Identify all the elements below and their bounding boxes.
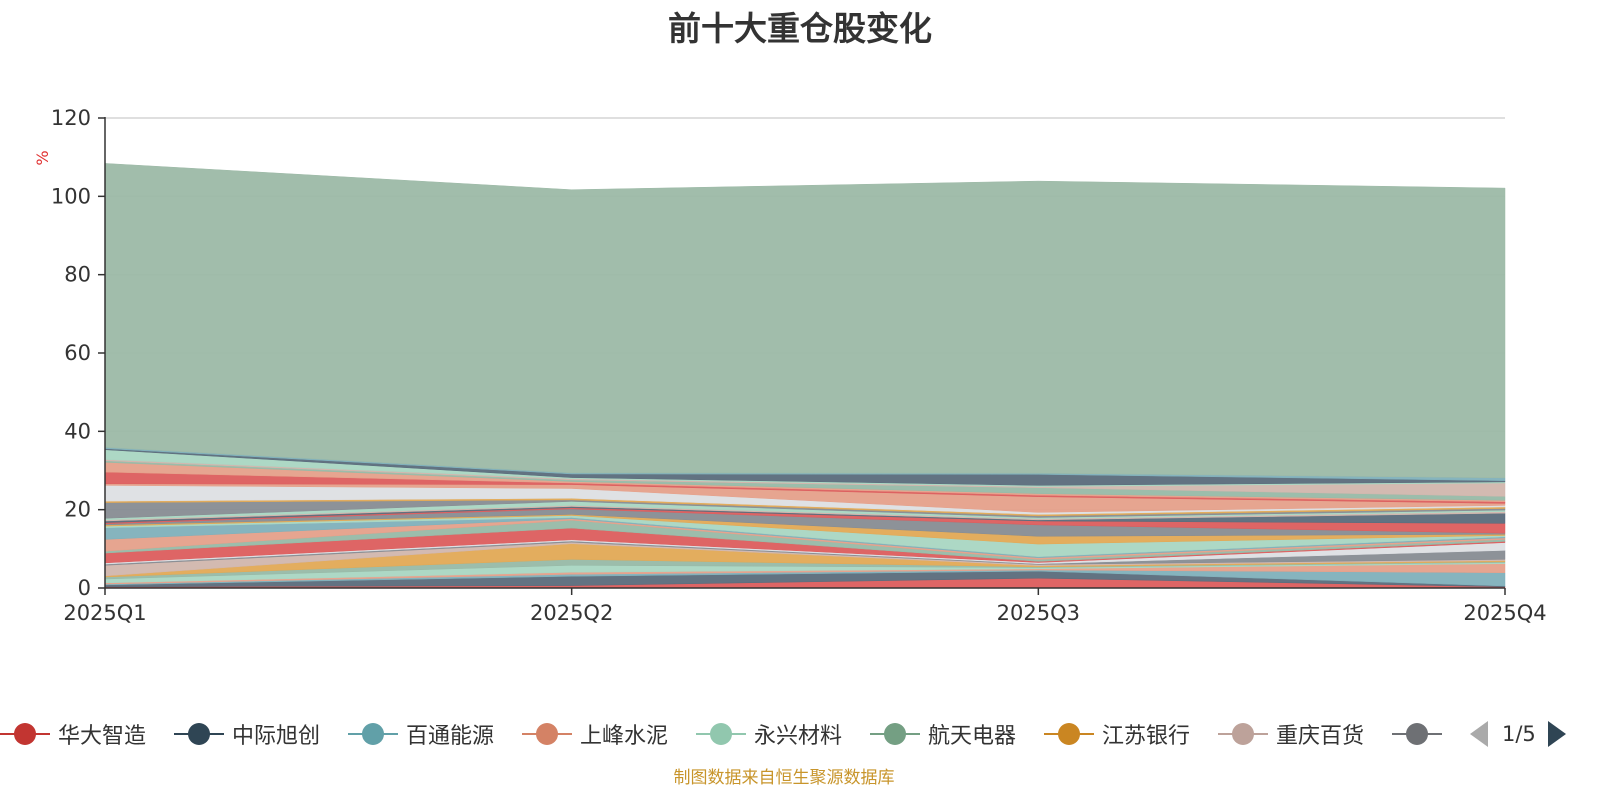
triangle-right-icon (1548, 721, 1566, 747)
legend-item-label: 永兴材料 (754, 724, 843, 749)
line-circle-icon (1044, 723, 1094, 745)
triangle-left-icon (1470, 721, 1488, 747)
legend-item-2[interactable]: 中际旭创 (174, 714, 320, 754)
line-circle-icon (348, 723, 398, 745)
legend: 华大智造 中际旭创 百通能源 上峰水泥 永兴材料 航天电器 江苏银行 重庆百货 1/5 (0, 714, 1600, 754)
x-tick-label: 2025Q2 (530, 601, 613, 625)
area-series-33[interactable] (104, 163, 1506, 479)
y-tick-label: 20 (64, 498, 91, 522)
legend-next-page-button[interactable] (1546, 714, 1568, 754)
legend-item-8[interactable]: 重庆百货 (1218, 714, 1364, 754)
y-tick-label: 80 (64, 263, 91, 287)
legend-item-label: 航天电器 (928, 724, 1017, 749)
line-circle-icon (174, 723, 224, 745)
legend-item-label: 中际旭创 (232, 724, 321, 749)
legend-item-9[interactable] (1392, 714, 1450, 754)
y-tick-label: 40 (64, 419, 91, 443)
legend-item-5[interactable]: 永兴材料 (696, 714, 842, 754)
y-tick-label: 0 (78, 576, 91, 600)
legend-item-4[interactable]: 上峰水泥 (522, 714, 668, 754)
legend-item-label: 上峰水泥 (580, 724, 669, 749)
data-source-note: 制图数据来自恒生聚源数据库 (673, 768, 895, 788)
legend-item-6[interactable]: 航天电器 (870, 714, 1016, 754)
axes: 0 20 40 60 80 100 120 2025Q1 2025Q2 2025Q3 2025Q4 (51, 106, 1547, 625)
legend-item-label: 百通能源 (406, 724, 495, 749)
line-circle-icon (0, 723, 50, 745)
legend-page-indicator: 1/5 (1502, 722, 1536, 746)
legend-item-label: 华大智造 (58, 724, 147, 749)
y-tick-label: 60 (64, 341, 91, 365)
y-tick-label: 100 (51, 184, 91, 208)
y-axis-label: % (33, 150, 52, 165)
legend-item-3[interactable]: 百通能源 (348, 714, 494, 754)
line-circle-icon (1392, 723, 1442, 745)
chart-title: 前十大重仓股变化 (668, 9, 932, 48)
legend-item-label: 重庆百货 (1276, 724, 1365, 749)
legend-item-7[interactable]: 江苏银行 (1044, 714, 1190, 754)
line-circle-icon (696, 723, 746, 745)
legend-prev-page-button[interactable] (1468, 714, 1490, 754)
line-circle-icon (870, 723, 920, 745)
legend-item-label: 江苏银行 (1102, 724, 1191, 749)
legend-item-1[interactable]: 华大智造 (0, 714, 146, 754)
x-tick-label: 2025Q4 (1463, 601, 1546, 625)
x-tick-label: 2025Q3 (997, 601, 1080, 625)
area-series-group[interactable] (104, 163, 1506, 589)
x-tick-label: 2025Q1 (63, 601, 146, 625)
line-circle-icon (1218, 723, 1268, 745)
line-circle-icon (522, 723, 572, 745)
legend-items: 华大智造 中际旭创 百通能源 上峰水泥 永兴材料 航天电器 江苏银行 重庆百货 (0, 714, 1455, 754)
y-tick-label: 120 (51, 106, 91, 130)
